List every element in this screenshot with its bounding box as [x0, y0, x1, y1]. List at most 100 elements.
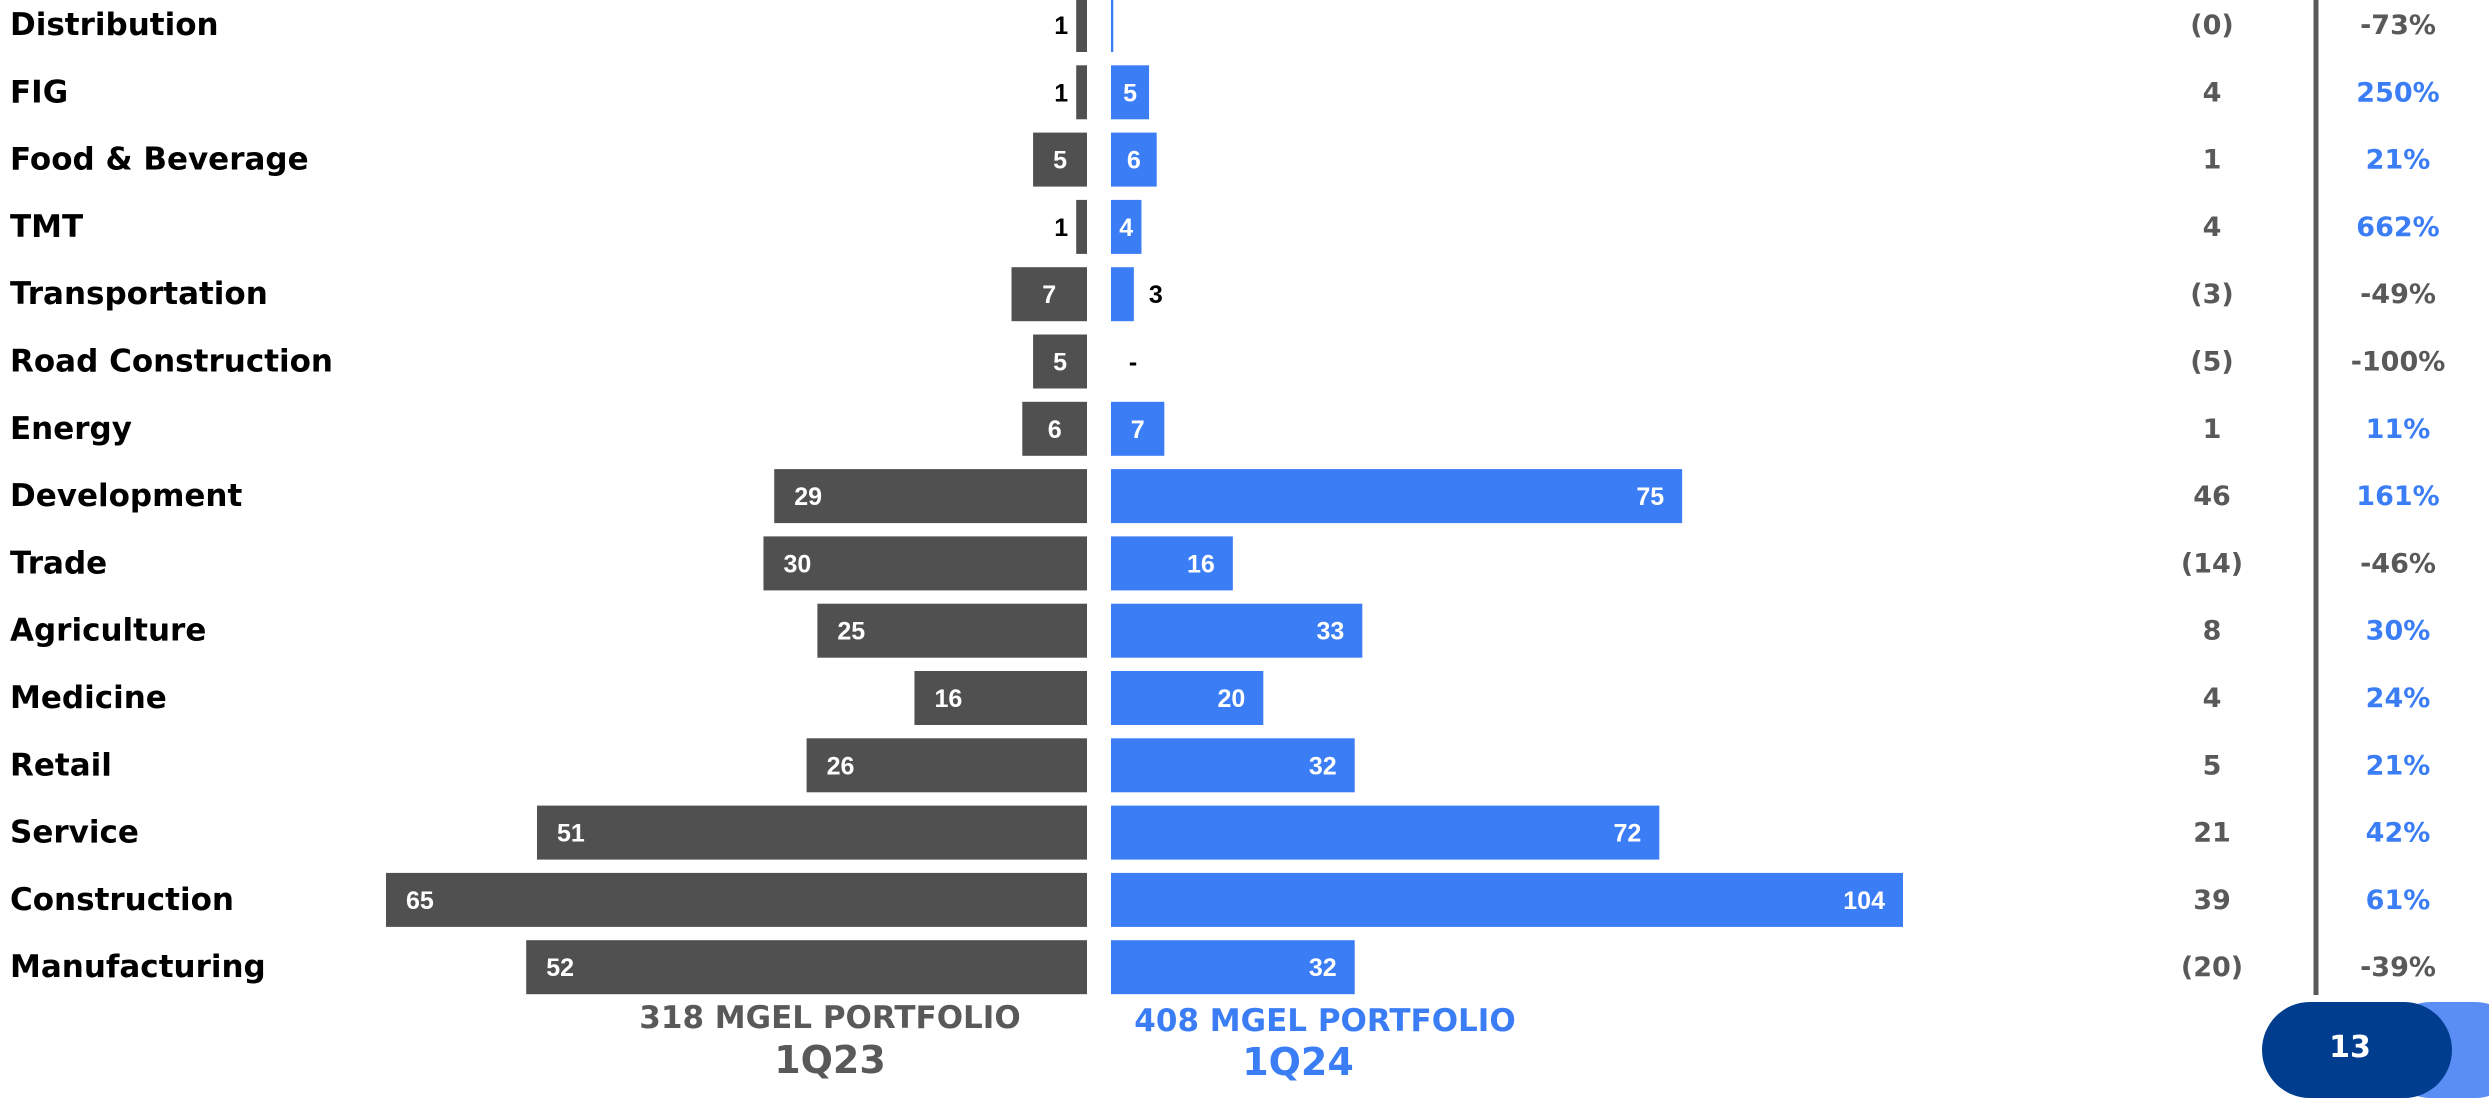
- change-pct-distribution: -73%: [2360, 10, 2436, 41]
- data-label-1q23-development: 29: [794, 483, 822, 511]
- category-label-distribution: Distribution: [10, 7, 219, 43]
- bar-1q23-construction: [386, 872, 1087, 927]
- data-label-1q24-road-construction: -: [1129, 349, 1137, 377]
- data-label-1q23-medicine: 16: [934, 685, 962, 713]
- change-pct-construction: 61%: [2366, 885, 2431, 916]
- change-pct-manufacturing: -39%: [2360, 952, 2436, 983]
- bar-1q24-food-beverage: [1111, 132, 1157, 187]
- data-label-1q24-tmt: 4: [1119, 214, 1133, 242]
- change-manufacturing: (20): [2181, 952, 2243, 983]
- bar-1q24-distribution: [1111, 0, 1114, 52]
- change-retail: 5: [2203, 750, 2222, 781]
- data-label-1q23-trade: 30: [783, 550, 811, 578]
- category-label-medicine: Medicine: [10, 680, 167, 716]
- change-pct-service: 42%: [2366, 818, 2431, 849]
- bar-1q23-manufacturing: [526, 940, 1087, 995]
- category-label-construction: Construction: [10, 882, 234, 918]
- change-column: (0) 4 1 4 (3) (5) 1 46 (14) 8 4 5 21 39 (20): [2181, 10, 2243, 983]
- category-labels: Distribution FIG Food & Beverage TMT Transpo…: [10, 7, 333, 985]
- bar-1q24-fig: [1111, 65, 1150, 120]
- data-label-1q24-construction: 104: [1843, 887, 1885, 915]
- category-label-retail: Retail: [10, 747, 112, 783]
- change-pct-fig: 250%: [2356, 77, 2439, 108]
- change-road-construction: (5): [2190, 347, 2233, 378]
- category-label-manufacturing: Manufacturing: [10, 949, 266, 985]
- bar-1q23-medicine: [914, 671, 1087, 725]
- bar-1q23-energy: [1022, 401, 1087, 456]
- data-label-1q23-food-beverage: 5: [1053, 147, 1067, 175]
- bar-1q24-retail: [1111, 738, 1355, 793]
- bar-1q23-road-construction: [1033, 334, 1087, 389]
- bar-1q23-tmt: [1076, 199, 1087, 254]
- change-construction: 39: [2193, 885, 2231, 916]
- category-label-fig: FIG: [10, 74, 68, 110]
- data-label-1q24-manufacturing: 32: [1309, 954, 1337, 982]
- bar-1q23-retail: [806, 738, 1087, 793]
- category-label-service: Service: [10, 815, 139, 851]
- data-label-1q23-transportation: 7: [1042, 281, 1056, 309]
- data-label-1q23-tmt: 1: [1054, 214, 1068, 242]
- data-label-1q24-service: 72: [1613, 820, 1641, 848]
- bar-1q24-agriculture: [1111, 603, 1363, 658]
- change-pct-road-construction: -100%: [2351, 347, 2446, 378]
- change-trade: (14): [2181, 548, 2243, 579]
- category-label-agriculture: Agriculture: [10, 613, 206, 649]
- category-label-energy: Energy: [10, 411, 132, 447]
- bar-1q23-food-beverage: [1033, 132, 1087, 187]
- page-badge: [2262, 1002, 2452, 1098]
- data-label-1q23-agriculture: 25: [837, 618, 865, 646]
- data-label-1q24-agriculture: 33: [1316, 618, 1344, 646]
- bar-1q24-transportation: [1111, 267, 1134, 322]
- bar-1q23-distribution: [1076, 0, 1087, 52]
- bar-1q24-energy: [1111, 401, 1165, 456]
- data-label-1q24-development: 75: [1636, 483, 1664, 511]
- change-pct-retail: 21%: [2366, 750, 2431, 781]
- change-development: 46: [2193, 481, 2231, 512]
- category-label-development: Development: [10, 478, 242, 514]
- change-pct-medicine: 24%: [2366, 683, 2431, 714]
- page-number: 13: [2329, 1030, 2371, 1065]
- data-label-1q23-retail: 26: [827, 752, 855, 780]
- change-pct-trade: -46%: [2360, 548, 2436, 579]
- bar-1q23-fig: [1076, 65, 1087, 120]
- bar-1q23-agriculture: [817, 603, 1087, 658]
- category-label-transportation: Transportation: [10, 276, 268, 312]
- data-label-1q24-food-beverage: 6: [1127, 147, 1141, 175]
- bar-1q24-tmt: [1111, 199, 1142, 254]
- data-label-1q23-construction: 65: [406, 887, 434, 915]
- category-label-trade: Trade: [10, 545, 107, 581]
- change-medicine: 4: [2203, 683, 2222, 714]
- change-pct-transportation: -49%: [2360, 279, 2436, 310]
- change-pct-agriculture: 30%: [2366, 616, 2431, 647]
- category-label-tmt: TMT: [10, 209, 83, 245]
- change-fig: 4: [2203, 77, 2222, 108]
- change-pct-energy: 11%: [2366, 414, 2431, 445]
- data-label-1q23-manufacturing: 52: [546, 954, 574, 982]
- data-label-1q24-trade: 16: [1187, 550, 1215, 578]
- series-1q24-bars: 5 6 4 3 - 7 75 16 33 20 32 72 104 32: [1111, 0, 1903, 995]
- change-pct-food-beverage: 21%: [2366, 145, 2431, 176]
- bar-1q24-trade: [1111, 536, 1233, 591]
- data-label-1q23-road-construction: 5: [1053, 349, 1067, 377]
- change-pct-tmt: 662%: [2356, 212, 2439, 243]
- bar-1q24-construction: [1111, 872, 1903, 927]
- change-agriculture: 8: [2203, 616, 2222, 647]
- category-label-road-construction: Road Construction: [10, 344, 333, 380]
- change-percent-column: -73% 250% 21% 662% -49% -100% 11% 161% -46% 30% 24…: [2351, 10, 2446, 983]
- change-tmt: 4: [2203, 212, 2222, 243]
- data-label-1q23-distribution: 1: [1054, 12, 1068, 40]
- portfolio-comparison-chart: Distribution FIG Food & Beverage TMT Transpo…: [10, 0, 2446, 995]
- data-label-1q23-fig: 1: [1054, 79, 1068, 107]
- change-service: 21: [2193, 818, 2231, 849]
- data-label-1q24-retail: 32: [1309, 752, 1337, 780]
- bar-1q24-development: [1111, 469, 1683, 524]
- data-label-1q24-fig: 5: [1123, 79, 1137, 107]
- change-distribution: (0): [2190, 10, 2233, 41]
- data-label-1q24-energy: 7: [1131, 416, 1145, 444]
- category-label-food-beverage: Food & Beverage: [10, 142, 309, 178]
- data-label-1q24-transportation: 3: [1149, 281, 1163, 309]
- bar-1q24-service: [1111, 805, 1660, 860]
- change-pct-development: 161%: [2356, 481, 2439, 512]
- data-label-1q23-service: 51: [557, 820, 585, 848]
